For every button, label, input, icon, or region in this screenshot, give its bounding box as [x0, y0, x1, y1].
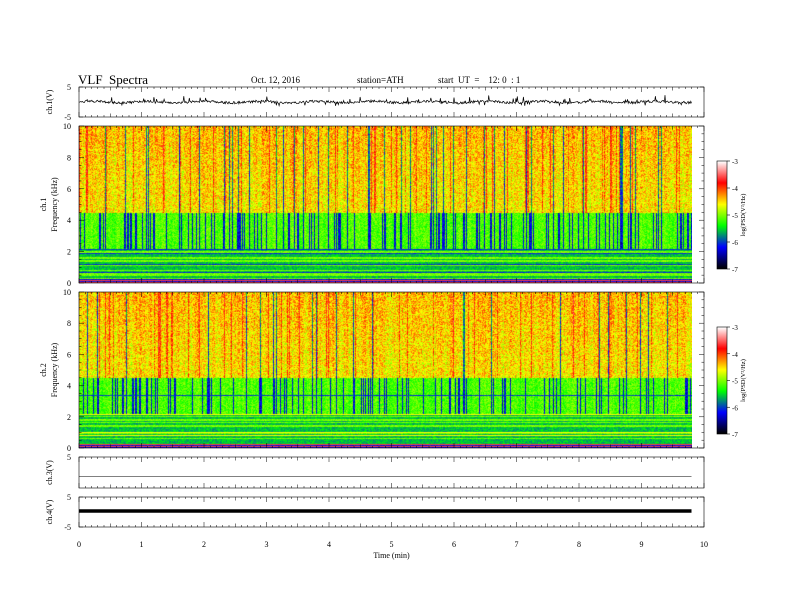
y-axis-label-ch1-waveform: ch.1(V): [45, 89, 54, 114]
y-axis-label-ch2-spectrogram: ch.2: [39, 363, 48, 377]
axis-labels: -3 -4 -5 -6 -7 log(PSD(V²/Hz) -3 -4 -5 -6 -7 log(PS…: [39, 83, 747, 560]
colorbar-tick-label: -4: [732, 351, 738, 359]
colorbar-label: log(PSD(V²/Hz): [740, 194, 747, 237]
x-tick-label: 2: [202, 540, 206, 549]
station-label: station=ATH: [357, 75, 404, 85]
colorbar-label: log(PSD(V²/Hz): [740, 359, 747, 402]
y-tick-label: 10: [63, 122, 71, 131]
colorbar-tick-label: -6: [732, 404, 738, 412]
y-tick-label: 5: [67, 83, 71, 92]
y-tick-label: 5: [67, 453, 71, 462]
x-tick-label: 9: [640, 540, 644, 549]
y-tick-label: -5: [64, 113, 71, 122]
chart-title: VLF Spectra: [78, 72, 149, 87]
colorbar-tick-label: -6: [732, 239, 738, 247]
y-tick-label: 8: [67, 153, 71, 162]
colorbar-tick-label: -3: [732, 324, 738, 332]
y-tick-label: 2: [67, 248, 71, 257]
colorbar-2: [717, 327, 727, 434]
x-tick-label: 5: [390, 540, 394, 549]
colorbar-tick-label: -3: [732, 158, 738, 166]
x-tick-label: 8: [577, 540, 581, 549]
axes: [78, 86, 730, 528]
colorbar-tick-label: -4: [732, 185, 738, 193]
y-tick-label: 2: [67, 413, 71, 422]
y-tick-label: 4: [67, 382, 71, 391]
y-tick-label: 0: [67, 279, 71, 288]
x-tick-label: 3: [265, 540, 269, 549]
x-tick-label: 4: [327, 540, 331, 549]
spectrogram-ch1-spectrogram: [79, 126, 692, 283]
x-tick-label: 7: [515, 540, 519, 549]
waveform-lines: [78, 95, 692, 513]
y-tick-label: 5: [67, 493, 71, 502]
date-label: Oct. 12, 2016: [251, 75, 300, 85]
colorbar-1: [717, 161, 727, 269]
x-tick-label: 0: [77, 540, 81, 549]
ch1-waveform-line: [78, 95, 692, 108]
spectrogram-ch2-spectrogram: [79, 292, 692, 448]
y-tick-label: 0: [67, 444, 71, 453]
y-tick-label: 6: [67, 350, 71, 359]
y-axis-label-ch1-spectrogram: ch.1: [39, 198, 48, 212]
y-tick-label: 10: [63, 288, 71, 297]
spectrogram-images: [79, 126, 727, 448]
x-tick-label: 1: [140, 540, 144, 549]
y-axis-label-ch1-spectrogram: Frequency (kHz): [50, 177, 59, 232]
y-tick-label: 6: [67, 185, 71, 194]
y-tick-label: 4: [67, 216, 71, 225]
y-axis-label-ch4-waveform: ch.4(V): [45, 499, 54, 524]
x-tick-label: 10: [700, 540, 708, 549]
y-axis-label-ch3-waveform: ch.3(V): [45, 460, 54, 485]
y-axis-label-ch2-spectrogram: Frequency (kHz): [50, 342, 59, 397]
start-time-label: start UT = 12: 0 : 1: [438, 75, 521, 85]
colorbar-tick-label: -7: [732, 266, 738, 274]
colorbar-tick-label: -7: [732, 431, 738, 439]
x-tick-label: 6: [452, 540, 456, 549]
y-tick-label: -5: [64, 523, 71, 532]
y-tick-label: 8: [67, 319, 71, 328]
colorbar-tick-label: -5: [732, 212, 738, 220]
colorbar-tick-label: -5: [732, 378, 738, 386]
x-axis-label: Time (min): [373, 551, 410, 560]
